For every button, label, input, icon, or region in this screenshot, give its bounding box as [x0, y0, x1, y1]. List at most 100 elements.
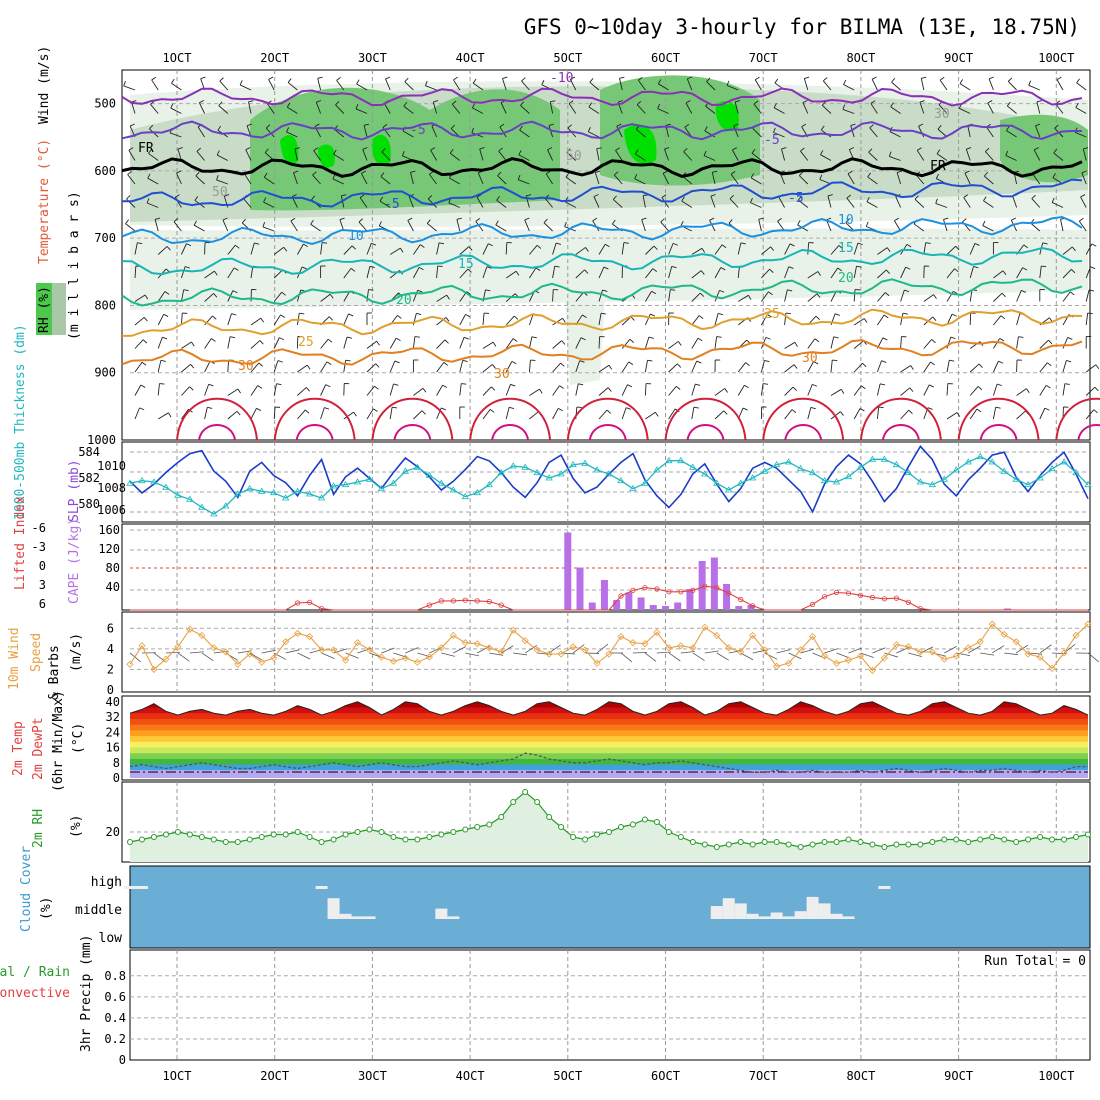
wind-speed-marker [820, 652, 829, 660]
wind-barb-flag [770, 246, 775, 251]
wind-barb-flag [721, 244, 727, 249]
rh2m-marker [701, 841, 708, 848]
bottom-date-axis: 1OCT 2OCT 3OCT 4OCT 5OCT 6OCT 7OCT 8OCT 9OCT 10OC… [163, 1069, 1075, 1083]
wind-barb [459, 360, 464, 373]
temperature-band [130, 753, 1088, 760]
wind-barb-flag [846, 194, 852, 199]
wind-barb [598, 289, 603, 302]
wind-barb-flag [548, 123, 554, 127]
wind-barb [449, 177, 461, 185]
wind-barb [830, 336, 835, 349]
surface-wind-barb [1087, 652, 1099, 663]
wind-barb-flag [677, 341, 682, 346]
surface-isotherm-inner [295, 424, 334, 441]
wind-barb-flag [162, 336, 168, 340]
bottom-date-label: 4OCT [456, 1069, 485, 1083]
temperature-legend-label: Temperature (°C) [37, 139, 52, 264]
wind-barb [853, 362, 863, 373]
wind-speed-marker [725, 644, 733, 652]
wind-barb [529, 388, 540, 396]
thickness-marker [928, 480, 937, 488]
wind-barb-flag [729, 194, 734, 200]
thickness-marker [461, 492, 470, 500]
wind-barb [751, 152, 762, 161]
wind-barb-flag [140, 384, 146, 388]
isotherm-label: -10 [550, 71, 573, 86]
wind-barb [362, 149, 368, 161]
wind-barb-flag [1011, 217, 1017, 221]
thickness-marker [1012, 475, 1020, 482]
rh2m-marker [629, 821, 636, 828]
thickness-marker [509, 462, 517, 469]
lifted-index-marker [307, 599, 313, 605]
wind-barb [426, 223, 437, 232]
wind-barb [1080, 196, 1087, 208]
wind-barb-flag [697, 337, 703, 342]
wind-barb [482, 386, 492, 396]
temperature-tick: 40 [106, 695, 120, 709]
wind-barb-flag [606, 409, 612, 414]
wind-barb [682, 175, 693, 185]
cape-bar [1003, 608, 1011, 610]
thickness-marker [365, 475, 374, 482]
wind-barb-flag [800, 147, 805, 152]
wind-speed-marker [605, 650, 613, 658]
wind-barb [644, 336, 650, 349]
wind-barb-flag [1018, 336, 1024, 338]
wind-barb-flag [159, 383, 165, 385]
wind-barb-flag [190, 363, 195, 369]
mid-cloud-bar [327, 898, 340, 919]
wind-barb [807, 338, 816, 349]
thickness-marker [641, 479, 649, 486]
isotherm-label: 30 [238, 359, 254, 374]
wind-barb-flag [524, 217, 530, 221]
wind-barb-flag [834, 313, 840, 316]
wind-barb [499, 126, 507, 138]
wind-barb [807, 384, 813, 396]
wind-barb [781, 148, 786, 161]
wind-barb-flag [127, 171, 132, 175]
wind-barb [1016, 290, 1022, 302]
wind-barb-flag [558, 408, 563, 412]
wind-barb-flag [763, 383, 769, 385]
lifted-index-marker [474, 598, 480, 604]
wind-barb [850, 125, 855, 138]
wind-barb-flag [461, 383, 467, 385]
lifted-index-marker [809, 601, 816, 608]
wind-barb [967, 125, 971, 138]
wind-barb-flag [840, 389, 845, 394]
surface-wind-barb [620, 652, 633, 663]
wind-barb [529, 267, 537, 279]
wind-barb [1035, 125, 1041, 138]
wind-barb [366, 408, 374, 420]
wind-barb [691, 337, 699, 349]
lifted-index-axis-label: Lifted Index [13, 496, 28, 590]
rh2m-marker [210, 836, 217, 843]
high-cloud-bar [878, 886, 891, 889]
temp-unit-label: (°C) [71, 723, 86, 754]
wind-barb [413, 267, 420, 279]
wind-barb-flag [628, 361, 634, 366]
wind-speed-marker [186, 625, 194, 633]
lifted-index-line [130, 583, 1088, 612]
wind-barb-flag [819, 174, 823, 180]
wind-barb-flag [896, 170, 903, 173]
wind-tick: 0 [107, 683, 114, 697]
pressure-tick: 600 [94, 164, 116, 178]
wind-barb [552, 340, 562, 349]
wind-barb [273, 360, 279, 373]
thickness-marker [521, 463, 529, 470]
rh2m-marker [246, 836, 253, 843]
wind-barb-flag [125, 219, 129, 224]
surface-isotherm-arch [859, 397, 942, 441]
wind-barb [403, 105, 414, 114]
isotherm-label: -5 [788, 191, 804, 206]
rh2m-marker [498, 814, 505, 820]
cape-bar [686, 589, 694, 610]
wind-barb [641, 219, 646, 232]
wind-barb-flag [870, 100, 876, 104]
wind-barb [645, 290, 652, 302]
wind-barb [894, 220, 901, 232]
